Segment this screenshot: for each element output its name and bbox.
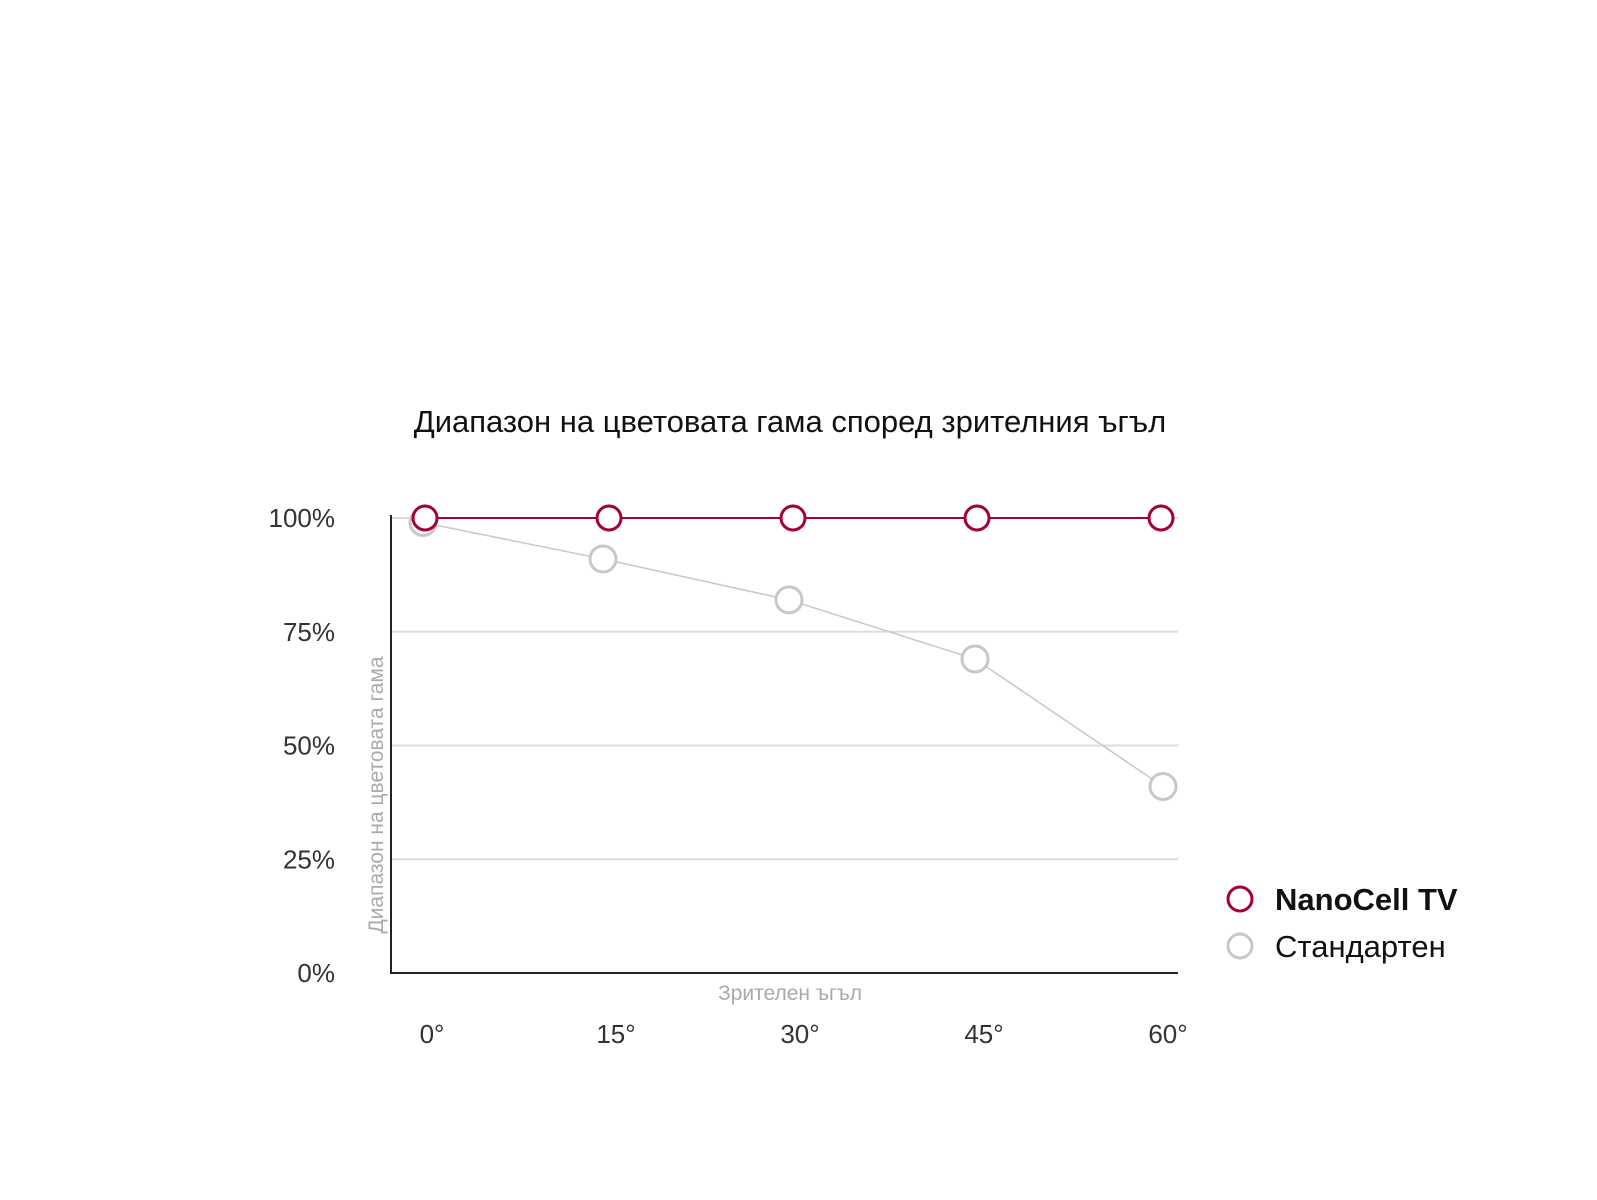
data-point	[1147, 504, 1175, 532]
data-point	[963, 504, 991, 532]
legend-marker-standard	[1226, 932, 1254, 960]
y-tick-label: 75%	[283, 617, 335, 647]
x-tick-label: 0°	[420, 1019, 445, 1049]
legend-label-standard: Стандартен	[1275, 929, 1446, 964]
y-tick-labels: 0% 25% 50% 75% 100%	[269, 503, 336, 988]
chart-title: Диапазон на цветовата гама според зрител…	[414, 404, 1167, 439]
data-point	[1148, 771, 1178, 801]
grid-lines	[391, 517, 1178, 861]
data-point	[411, 504, 439, 532]
data-point	[595, 504, 623, 532]
series-layer	[408, 504, 1178, 801]
series-nanocell	[411, 504, 1175, 532]
y-tick-label: 0%	[297, 958, 335, 988]
legend-item-standard[interactable]: Стандартен	[1226, 929, 1446, 964]
x-tick-label: 15°	[596, 1019, 635, 1049]
series-standard	[408, 508, 1178, 801]
x-tick-labels: 0° 15° 30° 45° 60°	[420, 1019, 1188, 1049]
x-tick-label: 60°	[1148, 1019, 1187, 1049]
legend: NanoCell TV Стандартен	[1226, 882, 1458, 964]
x-tick-label: 45°	[964, 1019, 1003, 1049]
series-line	[422, 521, 1164, 788]
y-tick-label: 25%	[283, 844, 335, 874]
x-axis-title: Зрителен ъгъл	[718, 982, 862, 1005]
legend-item-nanocell[interactable]: NanoCell TV	[1226, 882, 1458, 917]
legend-label-nanocell: NanoCell TV	[1275, 882, 1458, 917]
data-point	[774, 585, 804, 615]
x-tick-label: 30°	[780, 1019, 819, 1049]
y-tick-label: 100%	[269, 503, 336, 533]
legend-marker-nanocell	[1226, 885, 1254, 913]
y-axis-title: Диапазон на цветовата гама	[365, 656, 388, 933]
data-point	[960, 644, 990, 674]
y-tick-label: 50%	[283, 731, 335, 761]
data-point	[588, 544, 618, 574]
data-point	[779, 504, 807, 532]
